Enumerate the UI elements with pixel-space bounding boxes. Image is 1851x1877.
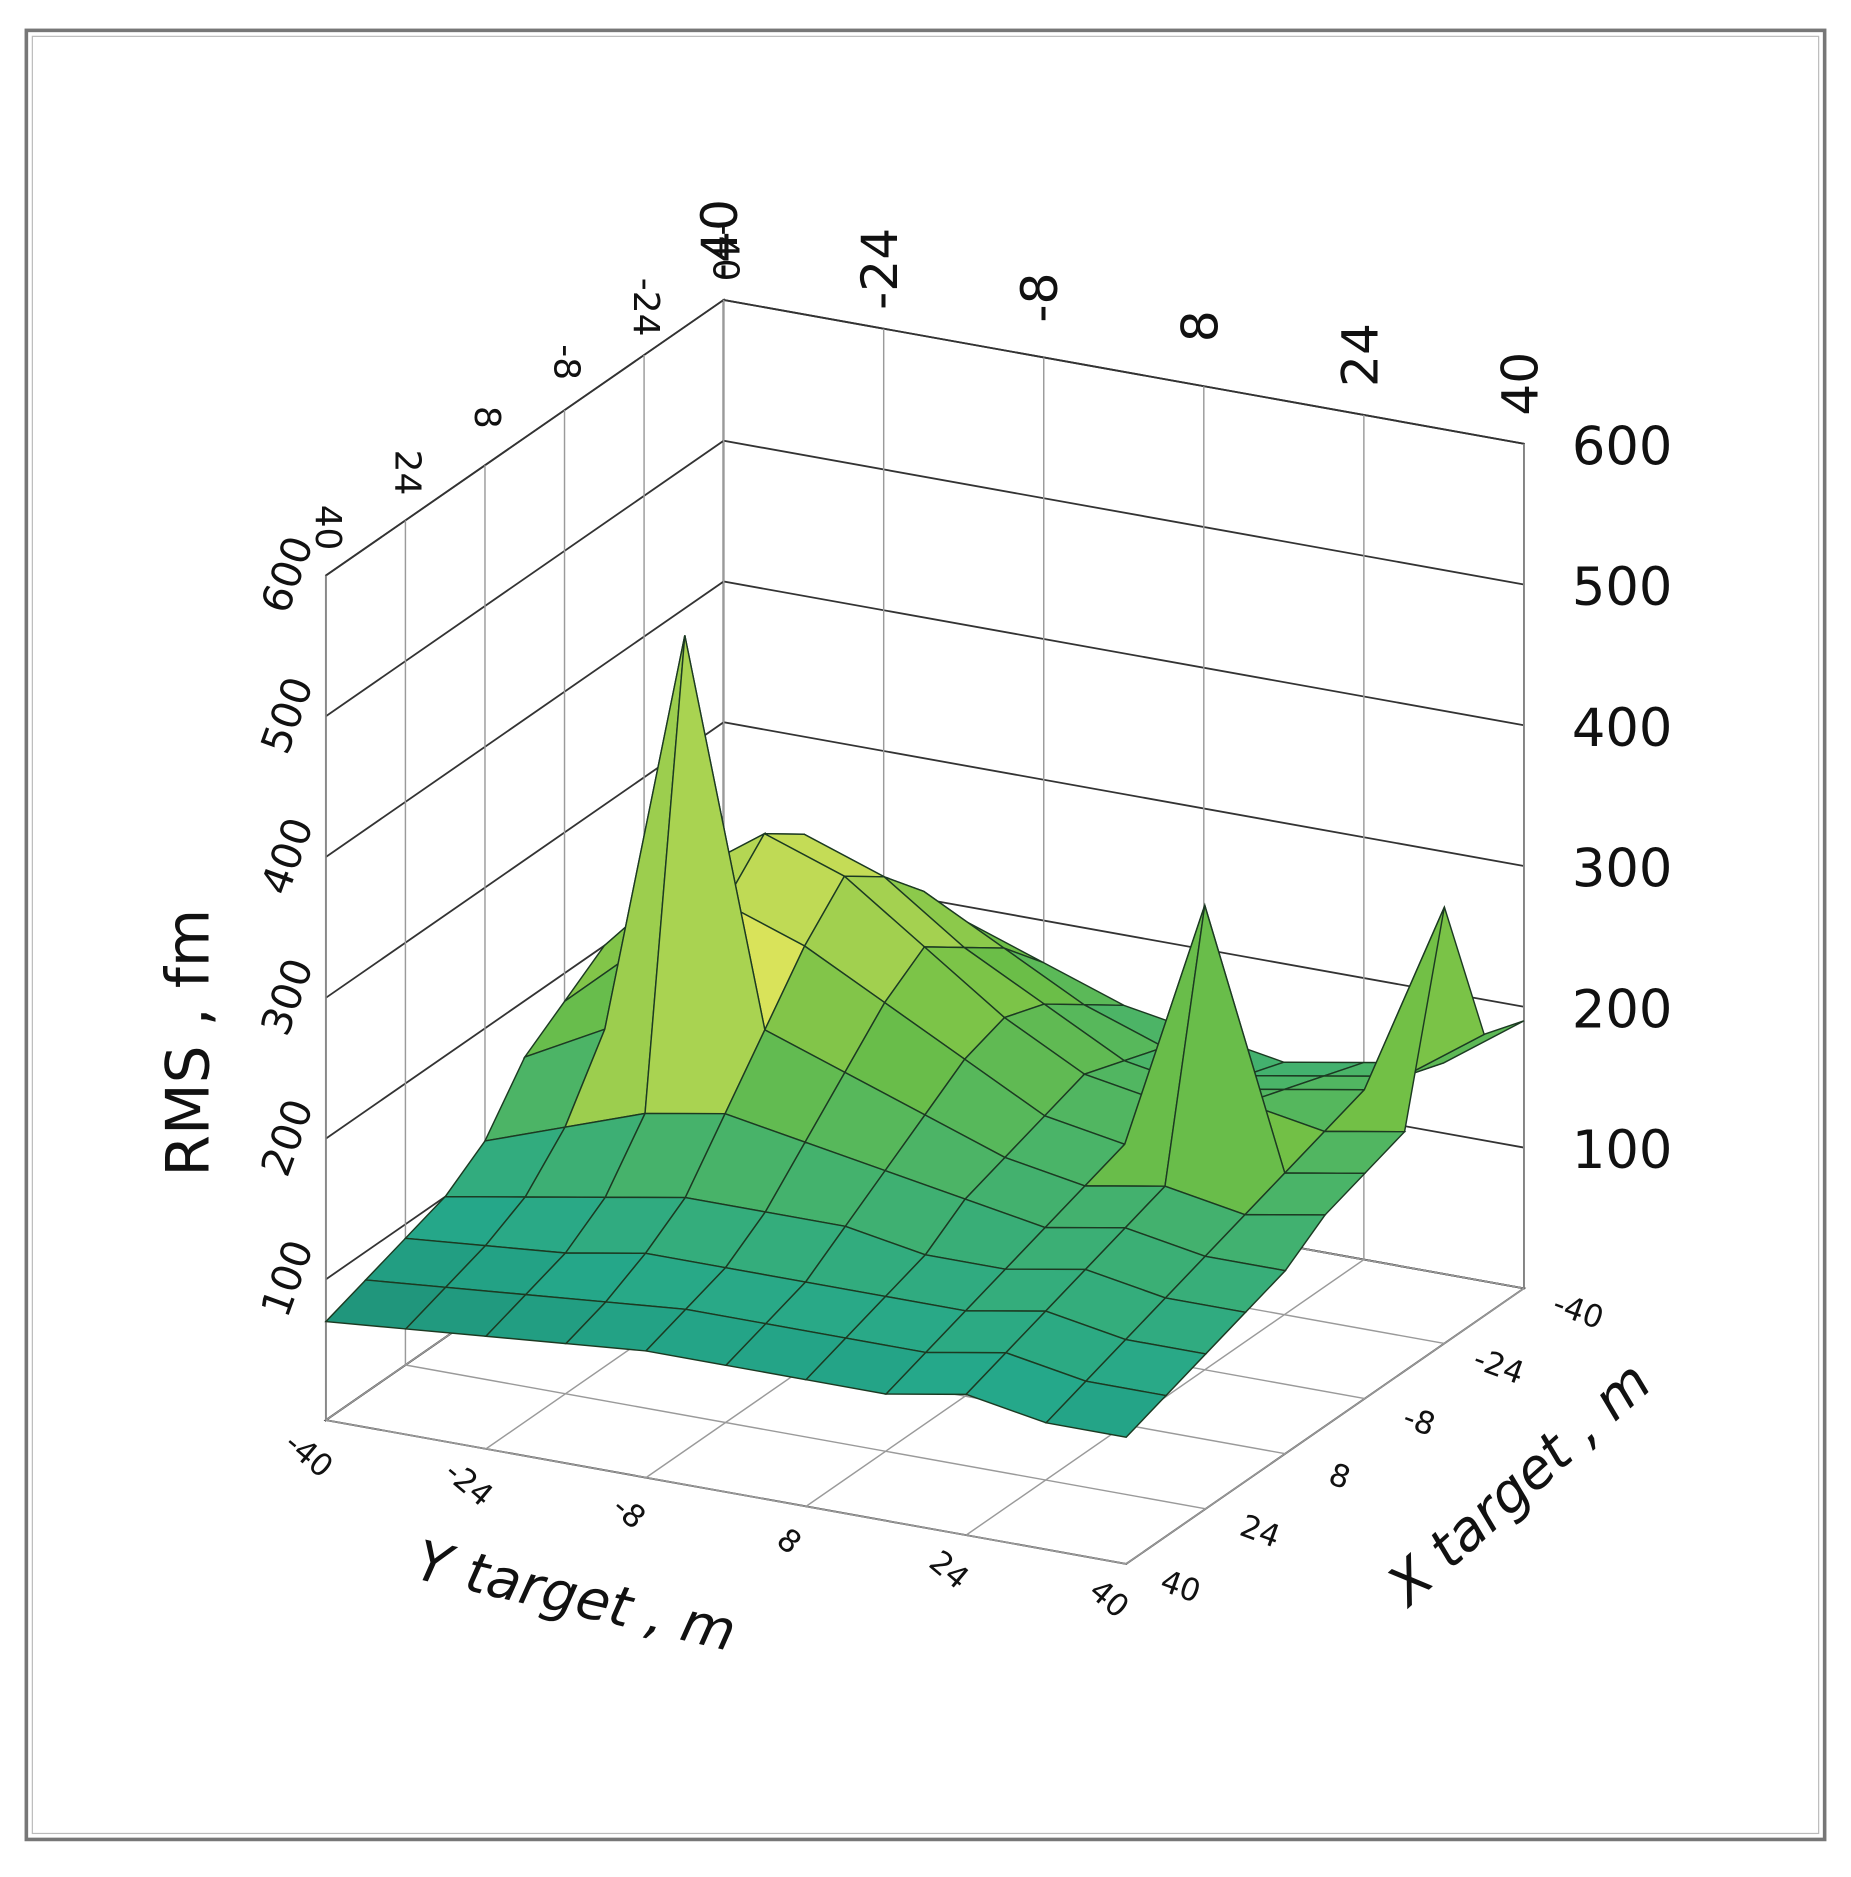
x-tick-label: 8 bbox=[466, 406, 507, 429]
x-tick-label: 40 bbox=[307, 505, 348, 551]
grid-line bbox=[965, 414, 1365, 1536]
z-tick-label: 500 bbox=[1572, 557, 1673, 618]
z-tick-label: 200 bbox=[1572, 979, 1673, 1040]
grid-line bbox=[325, 298, 1525, 577]
y-tick-label: 40 bbox=[1490, 352, 1549, 416]
surface bbox=[324, 635, 1525, 1438]
frame-inner bbox=[31, 35, 1820, 1835]
y-tick-label: 8 bbox=[1170, 310, 1229, 342]
x-tick-label: -40 bbox=[705, 223, 746, 282]
z-tick-label: 100 bbox=[1572, 1120, 1673, 1181]
x-tick-label: -24 bbox=[625, 278, 666, 337]
z-tick-label: 400 bbox=[1572, 698, 1673, 759]
z-tick-label: 600 bbox=[1572, 416, 1673, 477]
x-tick-label: -8 bbox=[546, 344, 587, 380]
y-tick-label: -40 bbox=[690, 199, 749, 281]
y-tick-label: -8 bbox=[1010, 272, 1069, 322]
y-tick-label: -24 bbox=[850, 228, 909, 310]
surface-cell bbox=[1044, 1380, 1168, 1438]
z-tick-label: 300 bbox=[1572, 839, 1673, 900]
z-axis-title: RMS , fm bbox=[153, 909, 223, 1177]
x-tick-label: 24 bbox=[386, 450, 427, 496]
y-tick-label: 24 bbox=[1330, 323, 1389, 387]
grid-line bbox=[1125, 443, 1525, 1565]
